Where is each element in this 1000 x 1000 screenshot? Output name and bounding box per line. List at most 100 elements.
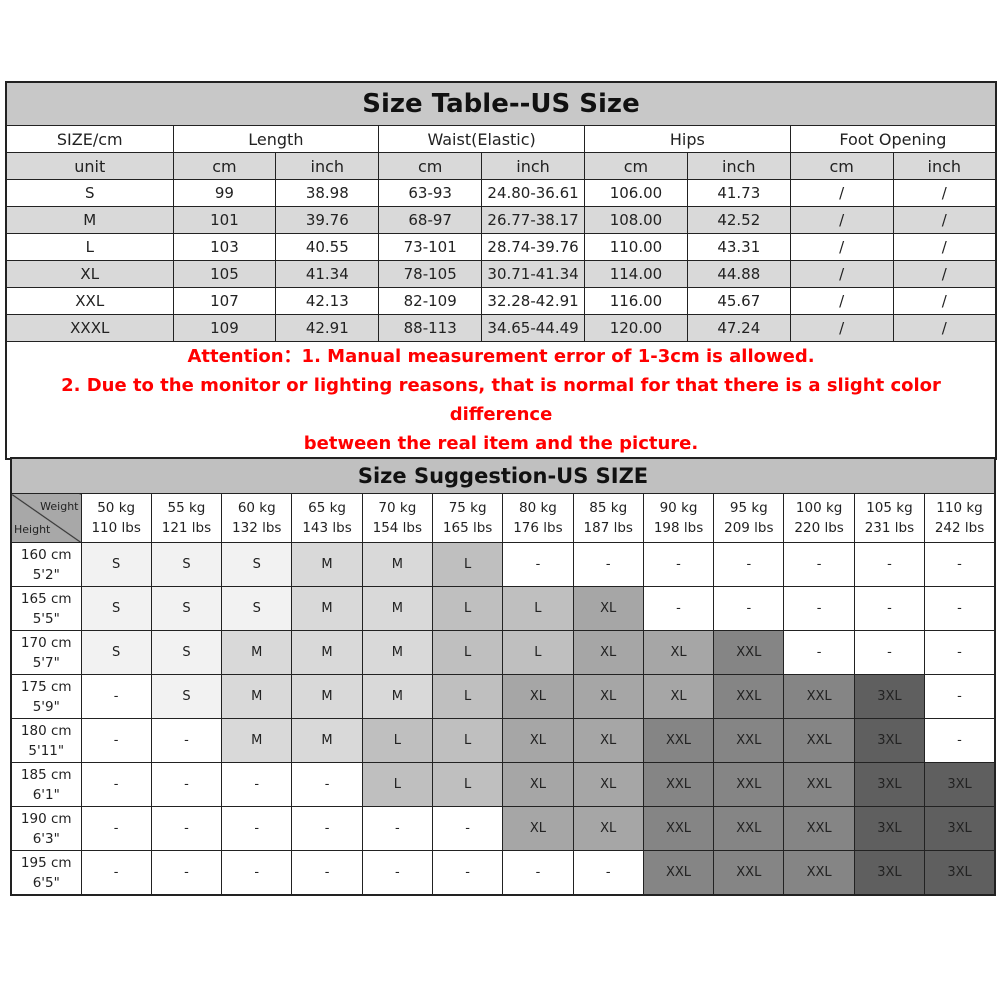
table-cell: / bbox=[789, 206, 894, 234]
size-cell: - bbox=[80, 674, 152, 719]
table-cell: / bbox=[892, 287, 997, 315]
size-cell: L bbox=[431, 718, 504, 763]
table-row: XXL 107 42.13 82-109 32.28-42.91 116.00 45.67/… bbox=[5, 287, 997, 315]
size-cell: M bbox=[361, 542, 433, 587]
table-cell: / bbox=[892, 206, 997, 234]
height-ft: 5'5" bbox=[32, 610, 60, 627]
height-header: 175 cm 5'9" bbox=[10, 674, 82, 719]
table-row: XXXL 109 42.91 88-113 34.65-44.49 120.00 47.24… bbox=[5, 314, 997, 342]
table-cell: 30.71-41.34 bbox=[481, 260, 585, 288]
table-cell: 99 bbox=[172, 179, 277, 207]
size-cell: 3XL bbox=[853, 674, 926, 719]
corner-header: Weight Height bbox=[10, 493, 82, 543]
table-cell: / bbox=[892, 233, 997, 261]
size-cell: M bbox=[291, 718, 363, 763]
weight-kg: 65 kg bbox=[308, 500, 346, 516]
suggestion-row: 190 cm 6'3" - - - - - - XL XL XXL XXL XXL 3XL 3XL bbox=[10, 806, 996, 851]
size-cell: L bbox=[361, 762, 433, 807]
weight-kg: 110 kg bbox=[936, 500, 983, 516]
size-cell: - bbox=[80, 806, 152, 851]
table-cell: 88-113 bbox=[378, 314, 483, 342]
table-cell: 68-97 bbox=[378, 206, 483, 234]
table-cell: 44.88 bbox=[686, 260, 791, 288]
size-cell: - bbox=[924, 630, 996, 675]
table-cell: L bbox=[5, 233, 174, 261]
weight-lbs: 242 lbs bbox=[934, 520, 985, 536]
table-row: M 101 39.76 68-97 26.77-38.17 108.00 42.52// bbox=[5, 206, 997, 234]
size-cell: - bbox=[221, 762, 293, 807]
size-cell: - bbox=[502, 542, 574, 587]
unit-header: inch bbox=[892, 152, 997, 180]
size-cell: - bbox=[783, 630, 855, 675]
size-cell: M bbox=[361, 630, 433, 675]
size-cell: - bbox=[431, 850, 504, 896]
size-cell: M bbox=[361, 674, 433, 719]
unit-header: cm bbox=[172, 152, 277, 180]
size-cell: XL bbox=[642, 674, 715, 719]
suggestion-row: 170 cm 5'7" S S M M M L L XL XL XXL - - - bbox=[10, 630, 996, 675]
table-cell: 43.31 bbox=[686, 233, 791, 261]
table-cell: / bbox=[789, 260, 894, 288]
table-cell: 120.00 bbox=[584, 314, 688, 342]
weight-kg: 80 kg bbox=[519, 500, 557, 516]
size-cell: S bbox=[150, 674, 223, 719]
table-cell: 39.76 bbox=[275, 206, 380, 234]
weight-header: 60 kg 132 lbs bbox=[221, 493, 293, 543]
column-header: SIZE/cm bbox=[5, 125, 174, 153]
table-cell: 45.67 bbox=[686, 287, 791, 315]
unit-header: inch bbox=[686, 152, 791, 180]
weight-header: 85 kg 187 lbs bbox=[572, 493, 644, 543]
size-cell: S bbox=[150, 630, 223, 675]
size-cell: XL bbox=[502, 674, 574, 719]
column-header: Hips bbox=[584, 125, 791, 153]
table-cell: 78-105 bbox=[378, 260, 483, 288]
table-cell: 26.77-38.17 bbox=[481, 206, 585, 234]
size-cell: XXL bbox=[642, 850, 715, 896]
size-cell: 3XL bbox=[924, 850, 996, 896]
size-cell: S bbox=[80, 630, 152, 675]
size-cell: S bbox=[80, 586, 152, 631]
size-cell: - bbox=[924, 586, 996, 631]
height-ft: 6'3" bbox=[32, 830, 60, 847]
weight-kg: 90 kg bbox=[659, 500, 698, 516]
size-cell: L bbox=[361, 718, 433, 763]
size-cell: M bbox=[291, 674, 363, 719]
table-cell: XXXL bbox=[5, 314, 174, 342]
size-cell: XXL bbox=[713, 630, 785, 675]
height-header: 195 cm 6'5" bbox=[10, 850, 82, 896]
weight-lbs: 110 lbs bbox=[91, 520, 141, 536]
table-cell: 103 bbox=[172, 233, 277, 261]
height-cm: 175 cm bbox=[20, 678, 72, 695]
weight-header: 65 kg 143 lbs bbox=[291, 493, 363, 543]
unit-header: inch bbox=[481, 152, 585, 180]
size-cell: XXL bbox=[642, 806, 715, 851]
size-cell: XXL bbox=[783, 674, 855, 719]
size-cell: XXL bbox=[713, 674, 785, 719]
height-cm: 170 cm bbox=[20, 634, 72, 651]
weight-kg: 85 kg bbox=[589, 500, 628, 516]
table-cell: 105 bbox=[172, 260, 277, 288]
weight-header: 70 kg 154 lbs bbox=[361, 493, 433, 543]
size-cell: - bbox=[502, 850, 574, 896]
table-cell: XXL bbox=[5, 287, 174, 315]
table-cell: 38.98 bbox=[275, 179, 380, 207]
weight-kg: 105 kg bbox=[866, 500, 913, 516]
weight-header: 100 kg 220 lbs bbox=[783, 493, 855, 543]
weight-kg: 70 kg bbox=[378, 500, 417, 516]
size-cell: 3XL bbox=[853, 762, 926, 807]
table-cell: / bbox=[789, 287, 894, 315]
table-cell: M bbox=[5, 206, 174, 234]
suggestion-row: 165 cm 5'5" S S S M M L L XL - - - - - bbox=[10, 586, 996, 631]
corner-weight-label: Weight bbox=[40, 500, 79, 513]
size-cell: XXL bbox=[713, 850, 785, 896]
size-cell: - bbox=[924, 674, 996, 719]
weight-lbs: 176 lbs bbox=[513, 520, 563, 536]
height-cm: 165 cm bbox=[20, 590, 72, 607]
weight-lbs: 165 lbs bbox=[442, 520, 493, 536]
size-cell: L bbox=[431, 762, 504, 807]
weight-lbs: 132 lbs bbox=[232, 520, 282, 536]
size-cell: - bbox=[221, 850, 293, 896]
table-row: XL 105 41.34 78-105 30.71-41.34 114.00 44.88// bbox=[5, 260, 997, 288]
size-cell: 3XL bbox=[853, 718, 926, 763]
size-cell: XXL bbox=[642, 762, 715, 807]
